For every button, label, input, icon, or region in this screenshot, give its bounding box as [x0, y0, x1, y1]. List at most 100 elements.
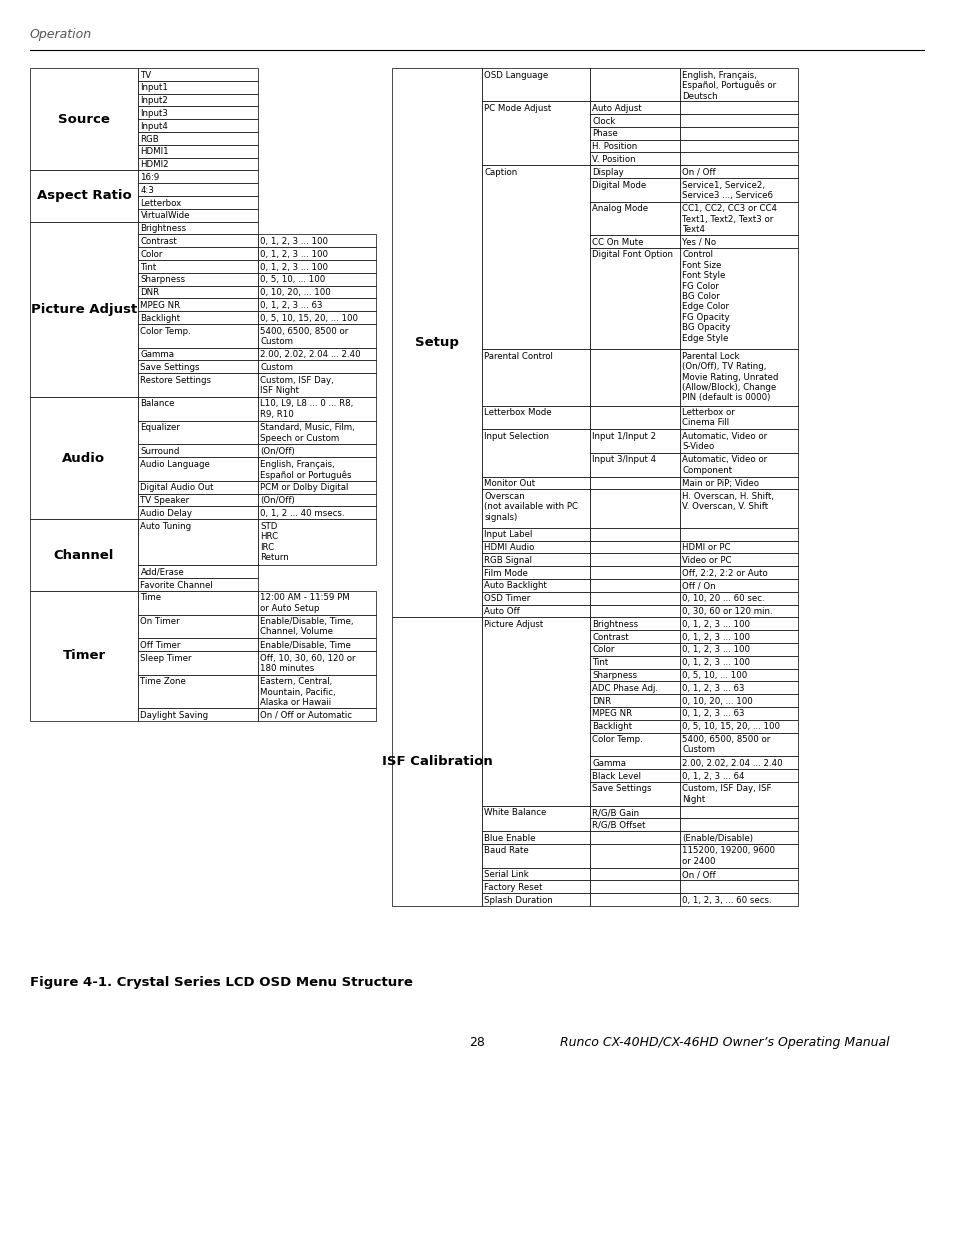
Bar: [679, 553, 797, 566]
Bar: [679, 720, 797, 732]
Text: On / Off: On / Off: [681, 168, 716, 177]
Bar: [679, 706, 797, 720]
Bar: [30, 170, 138, 221]
Bar: [589, 405, 679, 430]
Bar: [138, 106, 257, 120]
Bar: [679, 248, 797, 350]
Text: Setup: Setup: [415, 336, 458, 350]
Text: Tint: Tint: [592, 658, 608, 667]
Text: 0, 1, 2, 3 ... 100: 0, 1, 2, 3 ... 100: [260, 263, 328, 272]
Text: Time Zone: Time Zone: [140, 677, 186, 687]
Bar: [138, 494, 257, 506]
Bar: [589, 868, 679, 881]
Bar: [257, 674, 375, 708]
Bar: [589, 152, 679, 165]
Bar: [138, 247, 257, 261]
Text: Sharpness: Sharpness: [592, 671, 637, 680]
Bar: [679, 732, 797, 756]
Bar: [679, 541, 797, 553]
Text: Letterbox: Letterbox: [140, 199, 182, 207]
Bar: [138, 708, 257, 721]
Text: Sleep Timer: Sleep Timer: [140, 653, 192, 662]
Text: Off / On: Off / On: [681, 582, 716, 590]
Bar: [481, 566, 589, 579]
Bar: [257, 361, 375, 373]
Text: 16:9: 16:9: [140, 173, 159, 182]
Text: Favorite Channel: Favorite Channel: [140, 580, 213, 589]
Text: Display: Display: [592, 168, 623, 177]
Bar: [679, 152, 797, 165]
Bar: [138, 183, 257, 196]
Bar: [589, 178, 679, 201]
Text: Overscan
(not available with PC
signals): Overscan (not available with PC signals): [484, 492, 578, 521]
Text: Auto Tuning: Auto Tuning: [140, 521, 192, 531]
Text: (On/Off): (On/Off): [260, 447, 294, 456]
Text: Input2: Input2: [140, 96, 168, 105]
Text: Gamma: Gamma: [592, 758, 626, 768]
Text: HDMI1: HDMI1: [140, 147, 169, 157]
Bar: [679, 805, 797, 819]
Text: RGB Signal: RGB Signal: [484, 556, 532, 564]
Bar: [679, 101, 797, 114]
Bar: [589, 430, 679, 453]
Text: Input4: Input4: [140, 122, 168, 131]
Bar: [138, 361, 257, 373]
Bar: [589, 165, 679, 178]
Text: 0, 1, 2, 3 ... 64: 0, 1, 2, 3 ... 64: [681, 772, 744, 781]
Text: Picture Adjust: Picture Adjust: [484, 620, 543, 629]
Bar: [138, 651, 257, 674]
Bar: [589, 579, 679, 592]
Bar: [679, 477, 797, 489]
Text: Gamma: Gamma: [140, 351, 174, 359]
Bar: [679, 201, 797, 235]
Bar: [589, 618, 679, 630]
Bar: [30, 396, 138, 519]
Bar: [257, 480, 375, 494]
Bar: [138, 170, 257, 183]
Bar: [679, 618, 797, 630]
Text: Backlight: Backlight: [592, 722, 632, 731]
Bar: [138, 348, 257, 361]
Text: Audio Language: Audio Language: [140, 459, 211, 468]
Text: 0, 5, 10, ... 100: 0, 5, 10, ... 100: [681, 671, 747, 680]
Bar: [481, 527, 589, 541]
Bar: [589, 756, 679, 769]
Text: 4:3: 4:3: [140, 185, 154, 195]
Bar: [257, 235, 375, 247]
Bar: [589, 235, 679, 248]
Bar: [589, 101, 679, 114]
Text: Parental Control: Parental Control: [484, 352, 553, 361]
Bar: [257, 311, 375, 324]
Bar: [257, 299, 375, 311]
Bar: [679, 668, 797, 682]
Bar: [679, 430, 797, 453]
Text: Letterbox Mode: Letterbox Mode: [484, 408, 552, 417]
Text: STD
HRC
IRC
Return: STD HRC IRC Return: [260, 521, 289, 562]
Text: Digital Font Option: Digital Font Option: [592, 251, 673, 259]
Bar: [589, 643, 679, 656]
Bar: [589, 489, 679, 527]
Bar: [481, 553, 589, 566]
Bar: [138, 196, 257, 209]
Bar: [138, 94, 257, 106]
Text: 0, 1, 2, 3 ... 100: 0, 1, 2, 3 ... 100: [681, 646, 750, 655]
Text: Picture Adjust: Picture Adjust: [30, 303, 137, 316]
Bar: [138, 273, 257, 285]
Bar: [679, 140, 797, 152]
Text: 0, 10, 20, ... 100: 0, 10, 20, ... 100: [260, 288, 331, 298]
Bar: [679, 630, 797, 643]
Bar: [589, 350, 679, 405]
Text: Off, 10, 30, 60, 120 or
180 minutes: Off, 10, 30, 60, 120 or 180 minutes: [260, 653, 355, 673]
Bar: [589, 893, 679, 906]
Text: Operation: Operation: [30, 28, 92, 41]
Text: Splash Duration: Splash Duration: [484, 895, 553, 905]
Bar: [138, 615, 257, 638]
Text: Equalizer: Equalizer: [140, 424, 180, 432]
Text: MPEG NR: MPEG NR: [140, 301, 180, 310]
Text: Automatic, Video or
Component: Automatic, Video or Component: [681, 456, 767, 474]
Bar: [589, 656, 679, 668]
Bar: [257, 590, 375, 615]
Text: 0, 1, 2, 3 ... 100: 0, 1, 2, 3 ... 100: [260, 249, 328, 258]
Bar: [30, 68, 138, 170]
Text: CC1, CC2, CC3 or CC4
Text1, Text2, Text3 or
Text4: CC1, CC2, CC3 or CC4 Text1, Text2, Text3…: [681, 204, 777, 235]
